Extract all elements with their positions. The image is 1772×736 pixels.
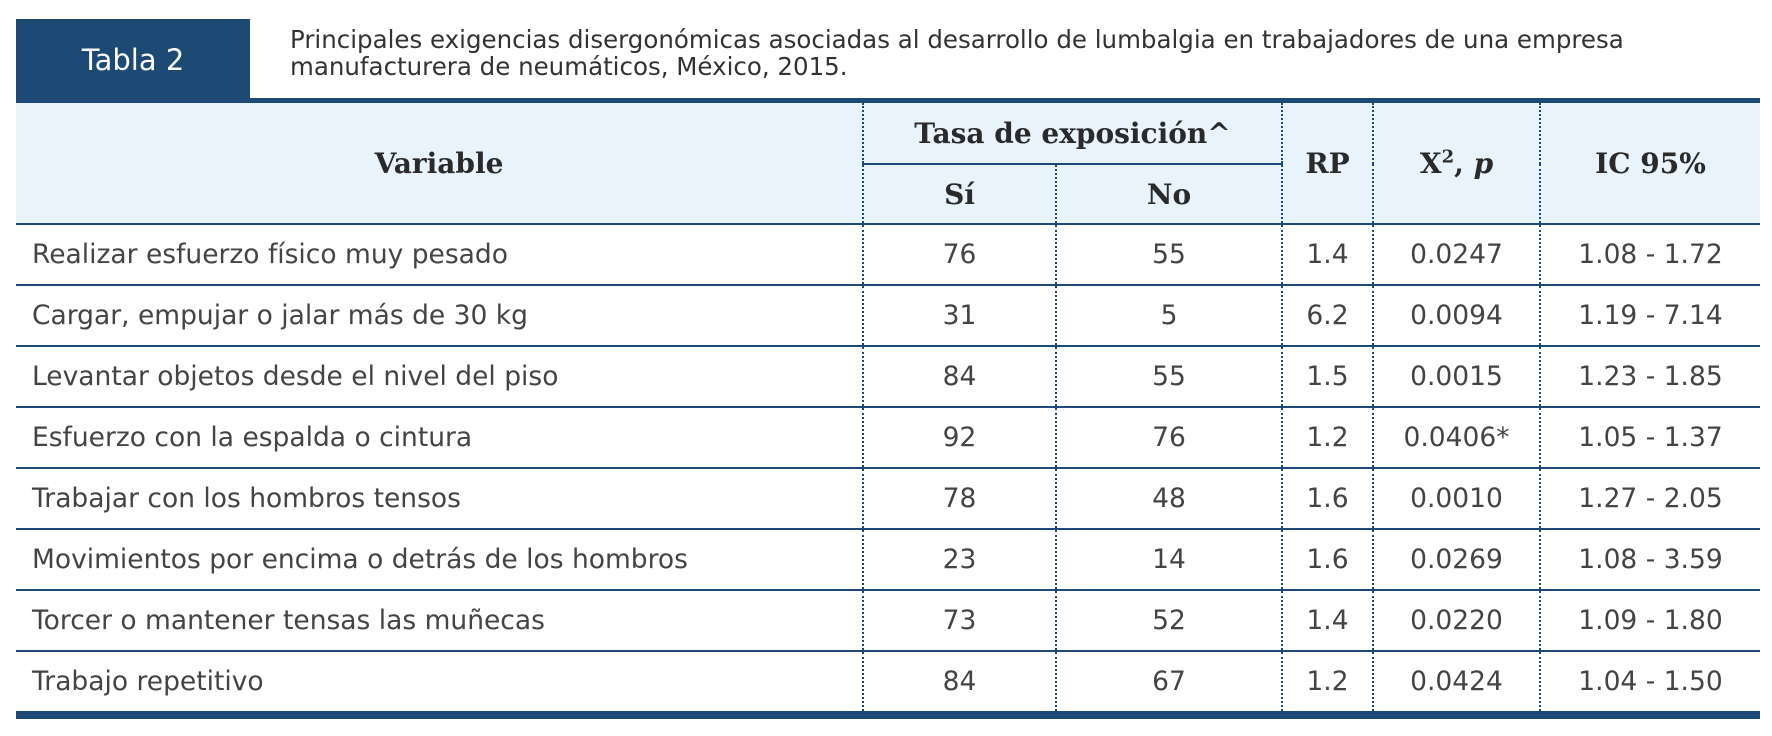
table-row: Movimientos por encima o detrás de los h… [16,528,1760,590]
cell-no: 14 [1055,528,1282,590]
cell-p: 0.0406* [1372,406,1540,468]
table-caption: Principales exigencias disergonómicas as… [290,25,1624,81]
chi-base: X [1419,146,1442,180]
table-row: Torcer o mantener tensas las muñecas 73 … [16,589,1760,651]
table-row: Realizar esfuerzo físico muy pesado 76 5… [16,223,1760,285]
cell-variable: Trabajar con los hombros tensos [16,467,863,529]
cell-ic: 1.27 - 2.05 [1539,467,1760,529]
cell-rp: 1.5 [1281,345,1373,407]
table-row: Esfuerzo con la espalda o cintura 92 76 … [16,406,1760,468]
bottom-rule [16,711,1760,719]
cell-p: 0.0094 [1372,284,1540,346]
cell-p: 0.0247 [1372,223,1540,285]
cell-si: 31 [862,284,1056,346]
cell-no: 5 [1055,284,1282,346]
cell-p: 0.0424 [1372,650,1540,712]
cell-ic: 1.05 - 1.37 [1539,406,1760,468]
cell-ic: 1.04 - 1.50 [1539,650,1760,712]
cell-si: 92 [862,406,1056,468]
cell-variable: Trabajo repetitivo [16,650,863,712]
cell-si: 84 [862,650,1056,712]
table-row: Cargar, empujar o jalar más de 30 kg 31 … [16,284,1760,346]
cell-rp: 1.6 [1281,528,1373,590]
cell-ic: 1.19 - 7.14 [1539,284,1760,346]
cell-no: 76 [1055,406,1282,468]
cell-variable: Esfuerzo con la espalda o cintura [16,406,863,468]
header-ic95: IC 95% [1539,103,1760,224]
cell-si: 84 [862,345,1056,407]
chi-superscript: 2 [1441,146,1455,168]
cell-si: 23 [862,528,1056,590]
cell-ic: 1.23 - 1.85 [1539,345,1760,407]
cell-no: 67 [1055,650,1282,712]
cell-p: 0.0015 [1372,345,1540,407]
cell-rp: 1.4 [1281,223,1373,285]
chi-separator: , [1454,146,1474,180]
header-chi-square: X2, p [1372,103,1540,224]
table-row: Levantar objetos desde el nivel del piso… [16,345,1760,407]
cell-rp: 1.6 [1281,467,1373,529]
table-number-tag: Tabla 2 [16,19,250,101]
cell-si: 73 [862,589,1056,651]
cell-p: 0.0010 [1372,467,1540,529]
table-row: Trabajo repetitivo 84 67 1.2 0.0424 1.04… [16,650,1760,712]
cell-variable: Torcer o mantener tensas las muñecas [16,589,863,651]
cell-p: 0.0220 [1372,589,1540,651]
cell-variable: Cargar, empujar o jalar más de 30 kg [16,284,863,346]
cell-rp: 1.2 [1281,650,1373,712]
cell-rp: 6.2 [1281,284,1373,346]
cell-no: 55 [1055,223,1282,285]
table-row: Trabajar con los hombros tensos 78 48 1.… [16,467,1760,529]
data-table: Variable Tasa de exposición^ RP X2, p IC… [16,98,1760,719]
top-rule [16,98,1760,103]
header-variable: Variable [16,103,863,224]
cell-variable: Movimientos por encima o detrás de los h… [16,528,863,590]
cell-si: 76 [862,223,1056,285]
cell-no: 52 [1055,589,1282,651]
cell-variable: Levantar objetos desde el nivel del piso [16,345,863,407]
header-rp: RP [1281,103,1373,224]
cell-ic: 1.08 - 3.59 [1539,528,1760,590]
cell-rp: 1.2 [1281,406,1373,468]
cell-no: 48 [1055,467,1282,529]
cell-no: 55 [1055,345,1282,407]
cell-si: 78 [862,467,1056,529]
chi-p: p [1473,146,1494,180]
cell-p: 0.0269 [1372,528,1540,590]
cell-rp: 1.4 [1281,589,1373,651]
header-si: Sí [862,164,1056,224]
cell-ic: 1.08 - 1.72 [1539,223,1760,285]
header-tasa-exposicion: Tasa de exposición^ [862,103,1282,165]
header-no: No [1055,164,1282,224]
cell-ic: 1.09 - 1.80 [1539,589,1760,651]
cell-variable: Realizar esfuerzo físico muy pesado [16,223,863,285]
